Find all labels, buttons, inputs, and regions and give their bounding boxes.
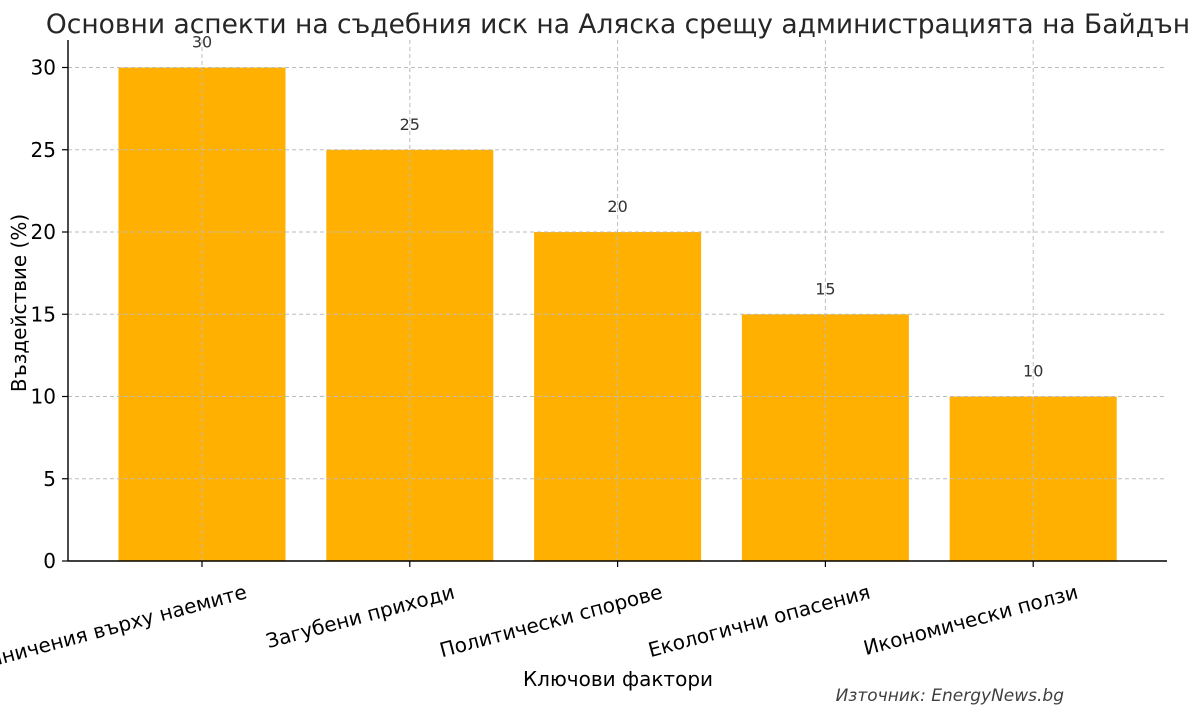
y-tick-label: 15	[31, 302, 56, 326]
bar-value-label: 10	[1023, 362, 1043, 381]
axes	[62, 40, 1167, 567]
y-tick-label: 20	[31, 220, 56, 244]
y-tick-label: 10	[31, 385, 56, 409]
value-labels: 30 25 20 15 10	[192, 33, 1044, 381]
x-tick-label: Загубени приходи	[263, 580, 457, 653]
bar-value-label: 30	[192, 33, 212, 52]
x-tick-label: Политически спорове	[437, 580, 665, 663]
y-tick-label: 25	[31, 138, 56, 162]
bar-value-label: 15	[815, 279, 835, 298]
x-tick-label: Екологични опасения	[646, 580, 873, 662]
x-tick-label: Икономически ползи	[861, 580, 1081, 660]
y-tick-label: 0	[43, 549, 56, 573]
bar-value-label: 20	[607, 197, 627, 216]
source-note: Източник: EnergyNews.bg	[836, 686, 1065, 706]
gridlines	[68, 40, 1167, 561]
x-axis-label: Ключови фактори	[523, 667, 713, 691]
y-axis-label: Въздействие (%)	[7, 214, 31, 392]
y-tick-label: 30	[31, 56, 56, 80]
y-tick-label: 5	[43, 467, 56, 491]
x-tick-label: Ограничения върху наемите	[0, 580, 249, 682]
chart-title: Основни аспекти на съдебния иск на Аляск…	[46, 9, 1190, 40]
y-tick-labels: 0 5 10 15 20 25 30	[31, 56, 56, 574]
bar-value-label: 25	[400, 115, 420, 134]
